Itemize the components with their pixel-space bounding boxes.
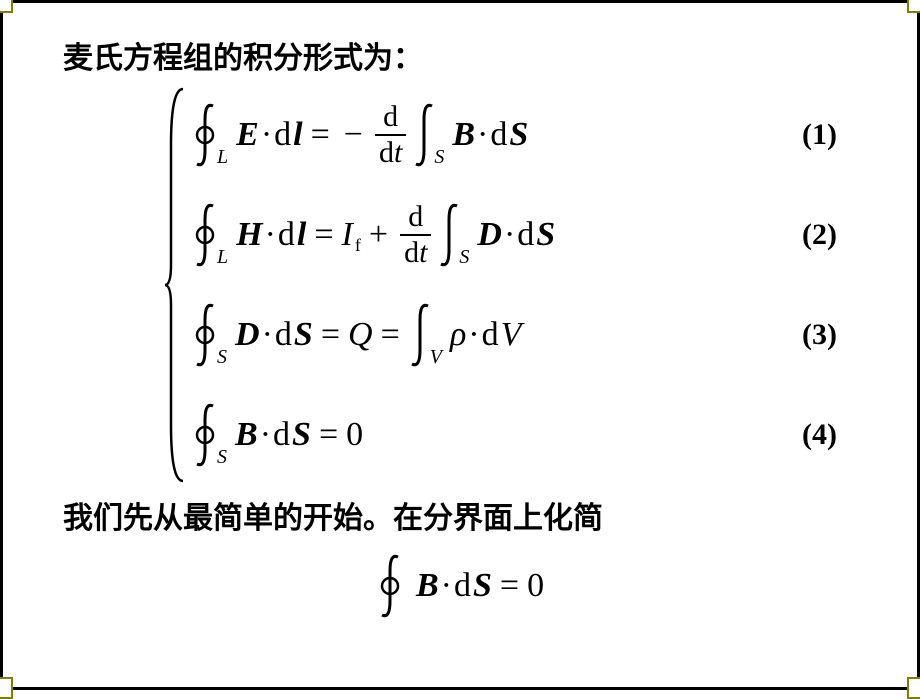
eq-label-2: (2) (802, 218, 837, 252)
corner-box-tr (907, 0, 920, 13)
Q: Q (348, 316, 373, 354)
equals: = (381, 316, 400, 354)
V: V (501, 316, 522, 354)
vec-S: S (509, 116, 528, 154)
d-num: d (408, 200, 423, 233)
vec-l: l (293, 116, 302, 154)
corner-box-br (907, 677, 920, 699)
vec-B: B (235, 416, 258, 454)
d: d (517, 216, 534, 254)
equals: = (314, 216, 333, 254)
equations-block: L E · d l = − d dt S B (163, 85, 877, 485)
d-num: d (383, 100, 398, 133)
equation-1: L E · d l = − d dt S B (191, 85, 555, 185)
left-brace-icon (163, 85, 189, 485)
sub-S: S (217, 446, 227, 469)
vec-S: S (536, 216, 555, 254)
eq-label-3: (3) (802, 318, 837, 352)
d: d (275, 316, 292, 354)
equals: = (319, 416, 338, 454)
vec-l: l (297, 216, 306, 254)
zero: 0 (346, 416, 363, 454)
sub-V: V (430, 346, 442, 369)
bottom-text: 我们先从最简单的开始。在分界面上化简 (63, 493, 877, 537)
t: t (394, 136, 402, 169)
d-den: d (404, 236, 419, 269)
equals: = (500, 567, 519, 605)
eq-label-1: (1) (802, 118, 837, 152)
sub-S: S (217, 346, 227, 369)
t: t (419, 236, 427, 269)
sub-S: S (459, 246, 469, 269)
vec-B: B (416, 567, 439, 605)
dot-op: · (261, 116, 272, 154)
vec-S: S (473, 567, 492, 605)
sub-L: L (217, 246, 228, 269)
slide-frame: 麦氏方程组的积分形式为： L E · d l = − (0, 0, 920, 690)
oint-icon (376, 551, 406, 621)
sub-S: S (434, 146, 444, 169)
corner-box-bl (0, 677, 13, 699)
d: d (490, 116, 507, 154)
vec-B: B (452, 116, 475, 154)
equation-4: S B · d S = 0 (4) (191, 385, 555, 485)
heading-text: 麦氏方程组的积分形式为： (63, 33, 877, 77)
sub-L: L (217, 146, 228, 169)
vec-H: H (236, 216, 262, 254)
equation-3: S D · d S = Q = V ρ · d V (3 (191, 285, 555, 385)
dot-op: · (477, 116, 488, 154)
equation-5: B · d S = 0 (43, 551, 877, 621)
d: d (454, 567, 471, 605)
zero: 0 (527, 567, 544, 605)
ddt-fraction: d dt (375, 100, 406, 170)
d: d (273, 416, 290, 454)
d: d (278, 216, 295, 254)
minus: − (344, 116, 363, 154)
equals: = (311, 116, 330, 154)
dot-op: · (262, 316, 273, 354)
dot-op: · (260, 416, 271, 454)
sub-f: f (355, 235, 361, 256)
equation-2: L H · d l = I f + d dt (191, 185, 555, 285)
plus: + (369, 216, 388, 254)
rho: ρ (450, 316, 466, 354)
d-den: d (379, 136, 394, 169)
dot-op: · (441, 567, 452, 605)
dot-op: · (468, 316, 479, 354)
d: d (274, 116, 291, 154)
d: d (482, 316, 499, 354)
I: I (342, 216, 353, 254)
vec-D: D (477, 216, 502, 254)
vec-D: D (235, 316, 260, 354)
corner-box-tl (0, 0, 13, 13)
vec-E: E (236, 116, 259, 154)
dot-op: · (265, 216, 276, 254)
dot-op: · (504, 216, 515, 254)
equals: = (321, 316, 340, 354)
eq-label-4: (4) (802, 418, 837, 452)
vec-S: S (294, 316, 313, 354)
ddt-fraction: d dt (400, 200, 431, 270)
equation-column: L E · d l = − d dt S B (191, 85, 555, 485)
vec-S: S (292, 416, 311, 454)
